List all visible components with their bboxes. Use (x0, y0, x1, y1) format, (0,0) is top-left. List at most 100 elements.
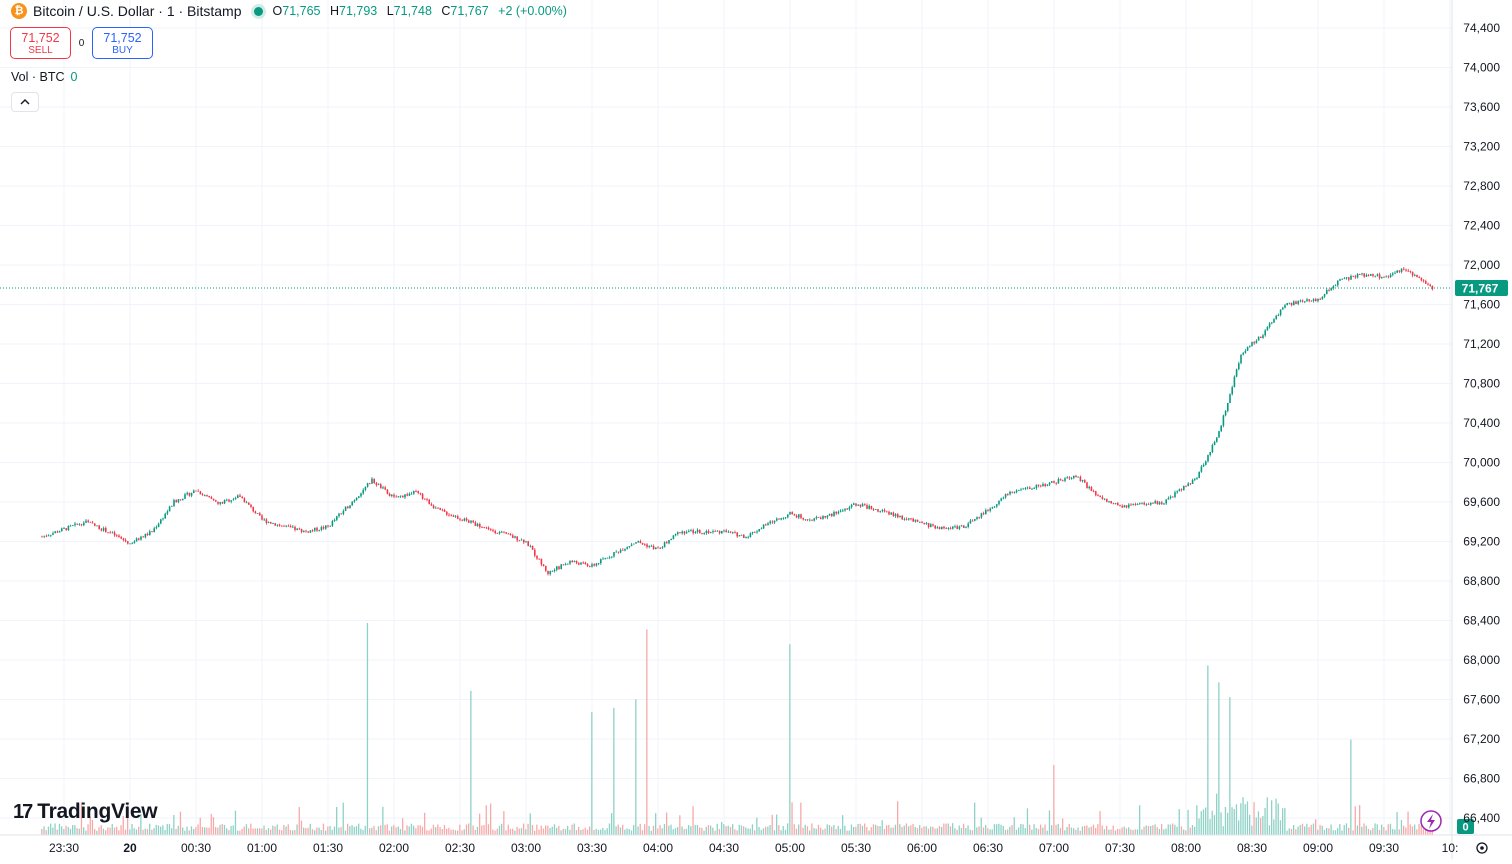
price-tick-label: 69,600 (1463, 495, 1500, 509)
candle-body (292, 526, 294, 528)
candle-body (43, 535, 45, 537)
collapse-legend-button[interactable] (11, 92, 39, 112)
candle-body (1233, 376, 1236, 388)
volume-bar (657, 828, 659, 835)
volume-bar (362, 829, 364, 835)
candle-body (875, 509, 877, 510)
volume-bar (41, 828, 43, 835)
volume-bar (318, 827, 320, 835)
plot-area[interactable] (0, 0, 1452, 835)
candle-body (307, 531, 309, 533)
volume-bar (254, 828, 256, 835)
volume-bar (573, 823, 575, 835)
candle-body (1238, 363, 1240, 370)
symbol-title[interactable]: Bitcoin / U.S. Dollar · 1 · Bitstamp (33, 3, 242, 19)
candle-body (487, 527, 490, 530)
volume-bar (179, 811, 182, 835)
candle-body (670, 538, 672, 541)
volume-bar (1233, 809, 1235, 835)
price-tick-label: 67,200 (1463, 732, 1500, 746)
candle-body (1044, 484, 1046, 486)
candle-body (945, 528, 947, 530)
volume-bar (1202, 809, 1205, 835)
candle-body (1183, 485, 1185, 491)
volume-bar (1101, 825, 1103, 835)
sell-button[interactable]: 71,752 SELL (10, 27, 71, 59)
volume-bar (250, 823, 252, 835)
candle-body (380, 484, 382, 489)
volume-bar (956, 829, 958, 835)
volume-bar (296, 824, 298, 835)
candle-body (204, 495, 206, 496)
candle-body (100, 529, 103, 531)
candle-body (842, 510, 844, 512)
candle-body (446, 511, 448, 515)
candle-body (344, 506, 347, 511)
candle-body (1352, 275, 1354, 277)
candle-body (120, 537, 122, 539)
volume-legend[interactable]: Vol · BTC 0 (11, 70, 77, 84)
volume-bar (413, 825, 415, 835)
volume-bar (1361, 826, 1363, 835)
candle-body (1015, 490, 1018, 493)
lightning-icon[interactable] (1420, 810, 1442, 832)
volume-bar (793, 824, 795, 835)
candle-body (377, 484, 380, 486)
volume-bar (747, 828, 749, 835)
market-status-icon[interactable] (253, 6, 263, 16)
volume-bar (1330, 824, 1332, 835)
scale-settings-icon[interactable] (1476, 842, 1488, 854)
candle-body (747, 536, 749, 538)
buy-button[interactable]: 71,752 BUY (92, 27, 153, 59)
volume-bar (340, 827, 342, 835)
volume-bar (1244, 804, 1246, 835)
volume-bar (1062, 818, 1064, 835)
volume-bar (1279, 820, 1282, 835)
volume-bar (1198, 818, 1200, 835)
volume-bar (327, 826, 329, 835)
candle-body (298, 528, 301, 530)
candle-body (608, 557, 611, 559)
volume-bar (109, 827, 111, 835)
volume-bar (987, 828, 989, 835)
volume-bar (844, 825, 846, 835)
volume-bar (914, 826, 916, 835)
volume-bar (197, 824, 199, 835)
volume-bar (1422, 829, 1425, 835)
volume-bar (558, 825, 560, 835)
volume-bar (954, 828, 956, 835)
candle-body (1370, 274, 1372, 276)
volume-bar (564, 829, 567, 835)
volume-bar (72, 825, 74, 835)
volume-bar (417, 825, 419, 835)
candle-body (197, 490, 199, 492)
candle-body (855, 503, 857, 506)
volume-bar (1165, 828, 1167, 835)
volume-bar (501, 823, 503, 835)
candle-body (230, 500, 232, 502)
volume-bar (384, 824, 386, 835)
candle-body (556, 566, 558, 570)
volume-bar (204, 827, 206, 835)
candle-body (1354, 276, 1357, 278)
volume-bar (826, 824, 828, 835)
sell-label: SELL (28, 44, 53, 56)
volume-bar (971, 830, 974, 835)
candle-body (87, 520, 89, 522)
time-tick-label: 03:30 (577, 841, 607, 855)
volume-bar (153, 828, 155, 835)
time-tick-label: 03:00 (511, 841, 541, 855)
candle-body (905, 518, 908, 520)
volume-bar (80, 802, 83, 835)
volume-bar (1238, 820, 1240, 835)
volume-bar (756, 817, 758, 835)
candle-body (430, 504, 433, 506)
volume-bar (1286, 830, 1288, 835)
candle-body (1147, 503, 1150, 505)
volume-bar (1257, 811, 1260, 835)
candle-body (470, 520, 472, 523)
time-tick-label: 04:00 (643, 841, 673, 855)
